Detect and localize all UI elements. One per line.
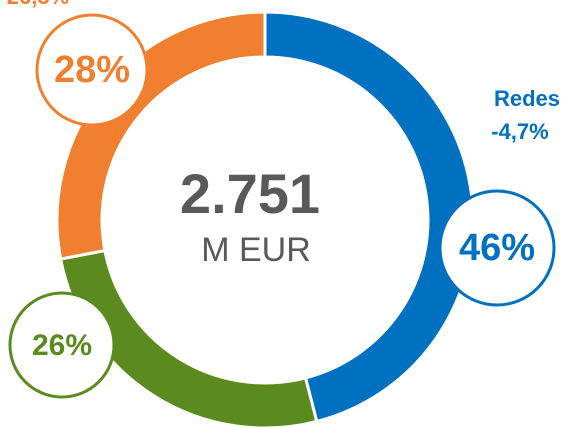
change-label: 26,5% bbox=[7, 0, 69, 9]
value-label: 26% bbox=[32, 329, 92, 362]
value-label: 28% bbox=[54, 49, 130, 91]
donut-segment bbox=[55, 10, 267, 261]
value-bubble bbox=[35, 13, 149, 127]
center-value: 2.751 bbox=[180, 162, 320, 225]
category-label: Redes bbox=[494, 86, 560, 111]
value-label: 46% bbox=[459, 227, 535, 269]
donut-segment bbox=[263, 10, 475, 424]
value-bubble bbox=[438, 189, 556, 307]
value-bubble bbox=[8, 291, 116, 399]
change-label: -4,7% bbox=[491, 119, 548, 144]
center-unit: M EUR bbox=[201, 231, 311, 269]
